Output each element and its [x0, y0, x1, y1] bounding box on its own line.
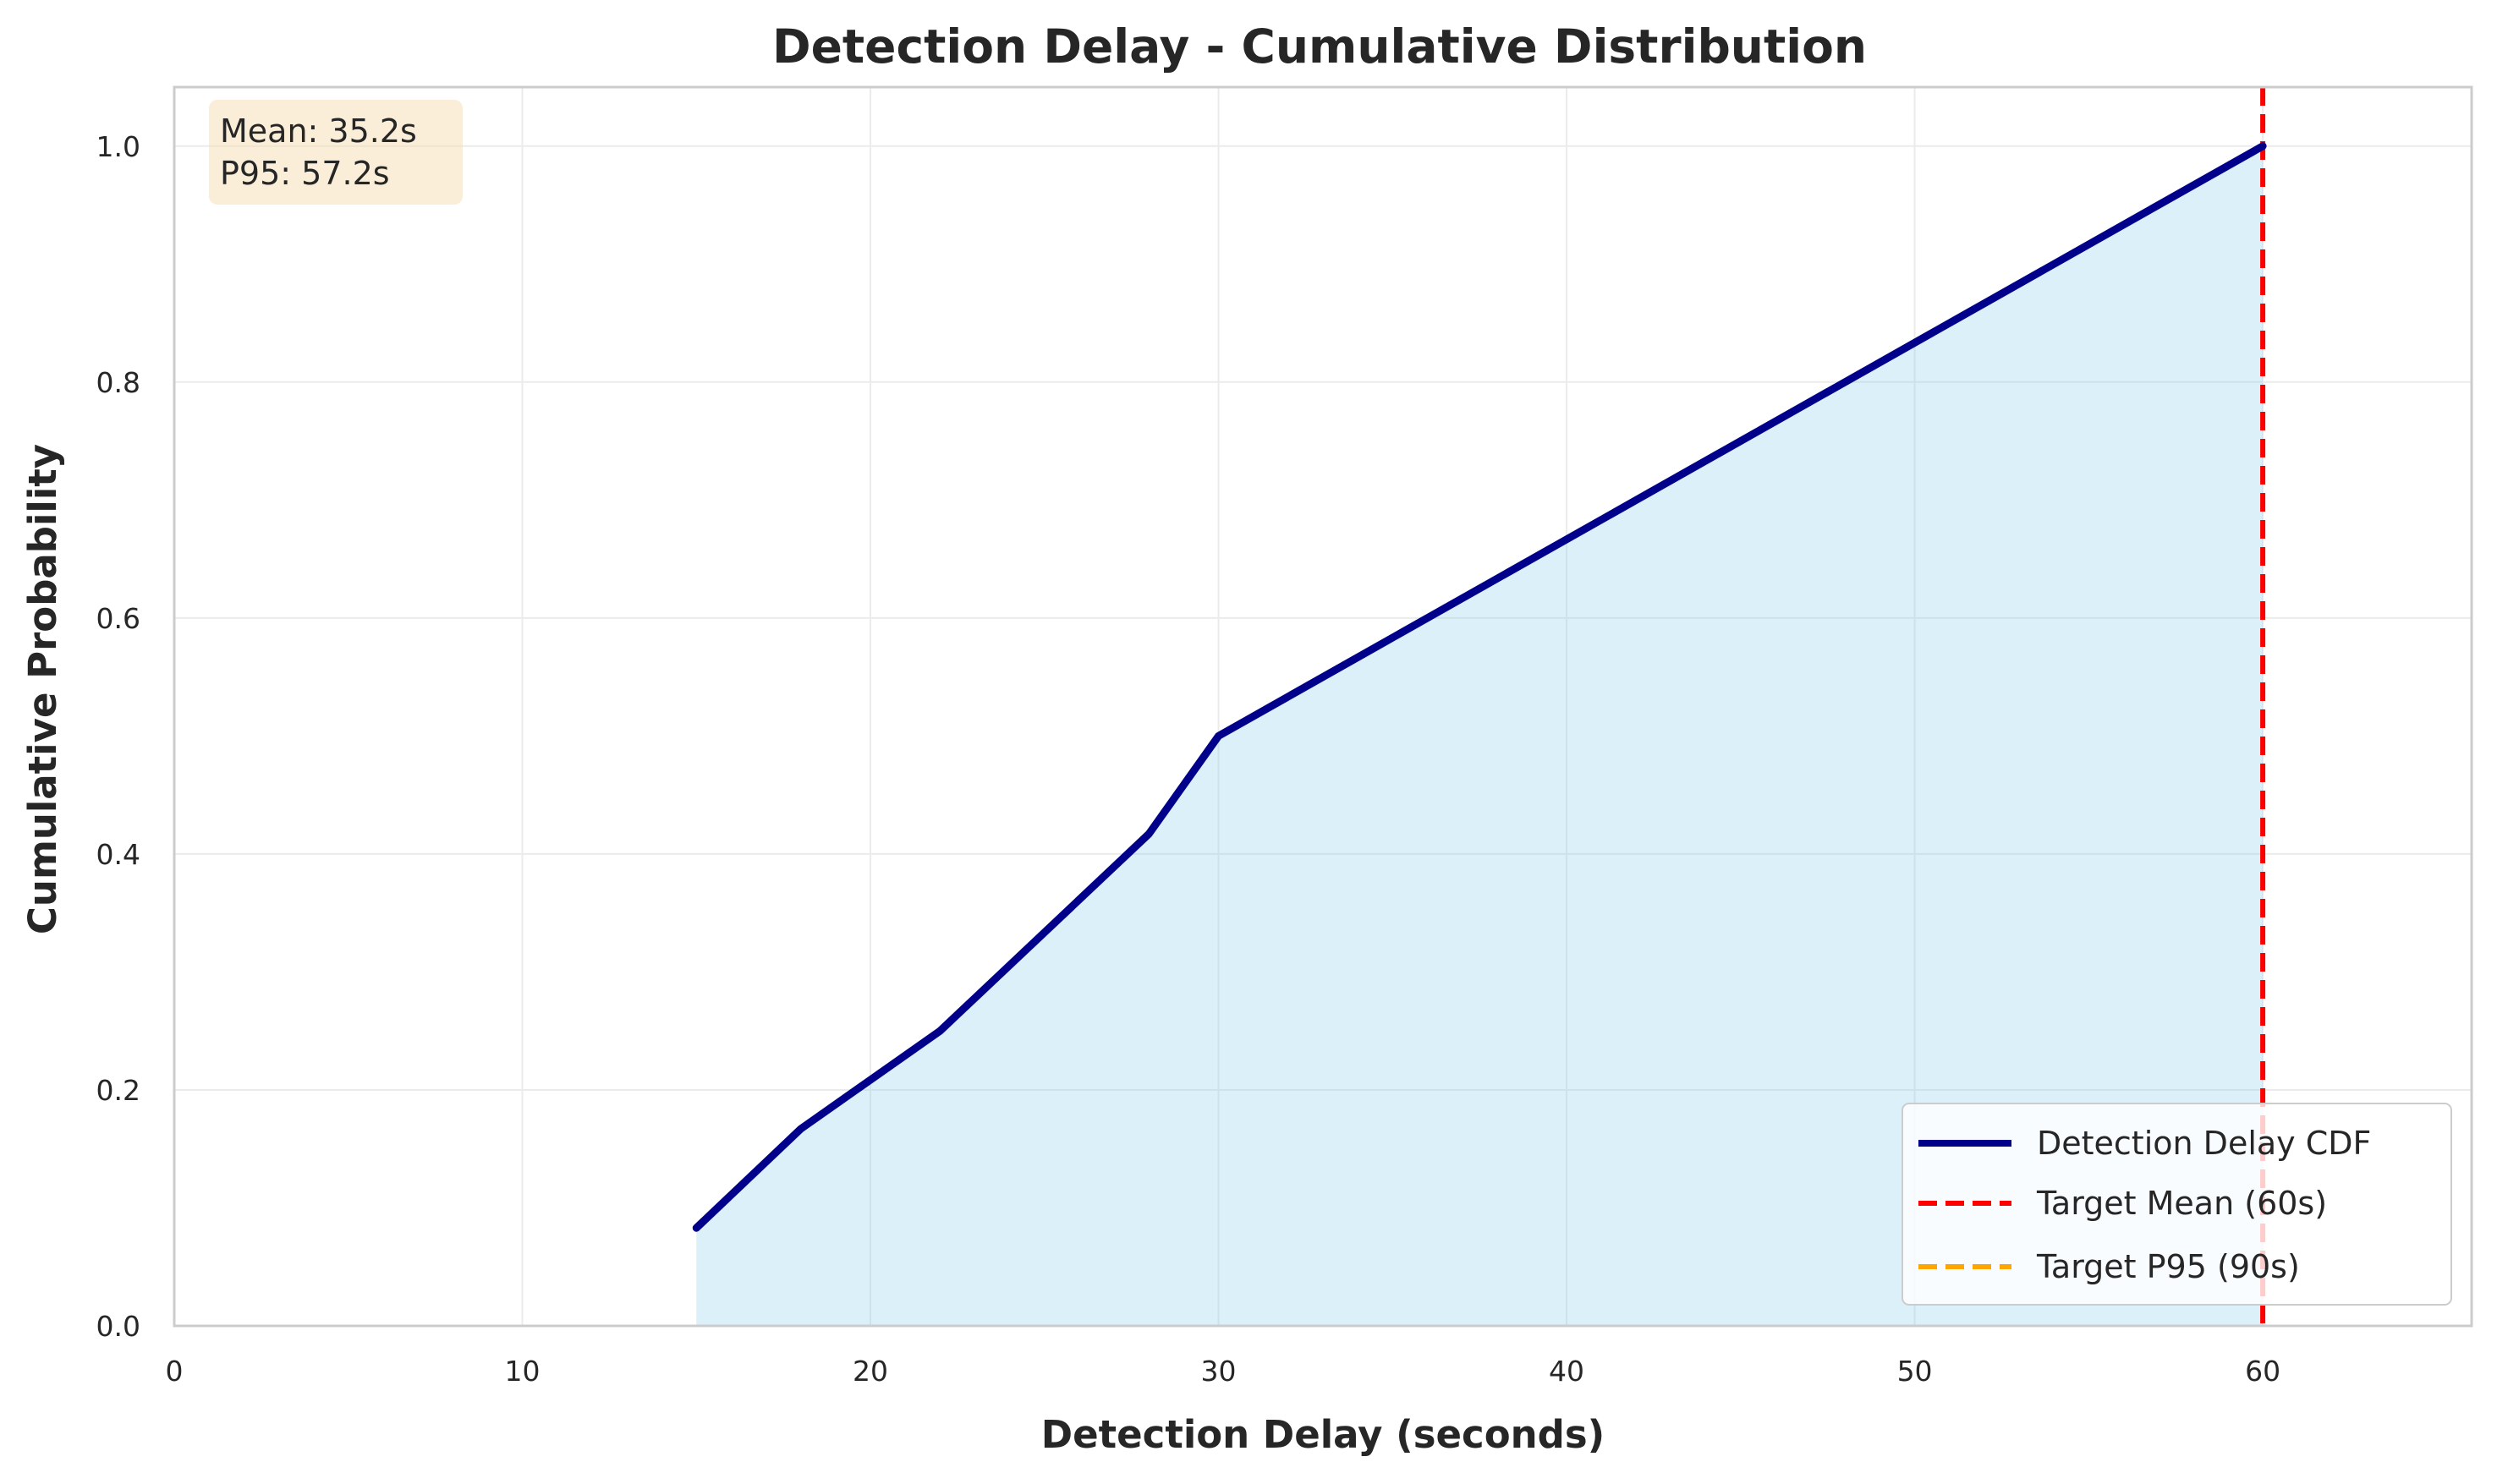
- y-axis-ticks: 0.0 0.2 0.4 0.6 0.8 1.0: [96, 130, 140, 1343]
- x-tick-label: 20: [853, 1355, 888, 1388]
- stats-p95: P95: 57.2s: [220, 155, 390, 192]
- x-tick-label: 30: [1201, 1355, 1237, 1388]
- x-tick-label: 10: [505, 1355, 541, 1388]
- plot-border: [173, 85, 2473, 1328]
- x-tick-label: 40: [1549, 1355, 1584, 1388]
- x-tick-label: 50: [1897, 1355, 1933, 1388]
- legend-label-target-mean: Target Mean (60s): [2036, 1185, 2327, 1222]
- x-axis-ticks: 0 10 20 30 40 50 60: [166, 1355, 2281, 1388]
- legend-label-target-p95: Target P95 (90s): [2036, 1248, 2300, 1285]
- x-tick-label: 60: [2245, 1355, 2280, 1388]
- y-tick-label: 0.6: [96, 602, 140, 635]
- y-tick-label: 1.0: [96, 130, 140, 163]
- legend: Detection Delay CDF Target Mean (60s) Ta…: [1902, 1103, 2452, 1306]
- y-tick-label: 0.8: [96, 366, 140, 399]
- stats-annotation-background: [209, 100, 463, 205]
- legend-label-cdf: Detection Delay CDF: [2037, 1125, 2371, 1162]
- legend-frame: [1902, 1103, 2452, 1306]
- x-tick-label: 0: [166, 1355, 184, 1388]
- stats-annotation: Mean: 35.2s P95: 57.2s: [209, 100, 463, 205]
- cdf-area: [696, 145, 2264, 1326]
- y-axis-label: Cumulative Probability: [20, 444, 65, 934]
- y-tick-label: 0.0: [96, 1310, 140, 1343]
- cdf-series: [692, 142, 2267, 1232]
- cdf-area-fill: [696, 145, 2264, 1326]
- y-tick-label: 0.2: [96, 1074, 140, 1107]
- stats-mean: Mean: 35.2s: [220, 112, 417, 150]
- x-axis-label: Detection Delay (seconds): [1041, 1412, 1605, 1457]
- chart-title: Detection Delay - Cumulative Distributio…: [772, 19, 1867, 74]
- y-tick-label: 0.4: [96, 838, 140, 871]
- plot-frame: [173, 85, 2473, 1328]
- cdf-line: [692, 142, 2267, 1232]
